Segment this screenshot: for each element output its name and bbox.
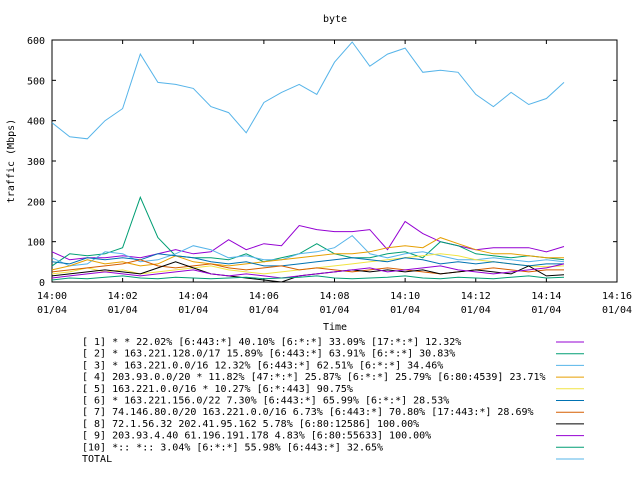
plot-frame (51, 39, 618, 283)
x-tick-time-label: 14:12 (461, 291, 491, 302)
x-tick-time-label: 14:10 (390, 291, 420, 302)
x-tick-date-label: 01/04 (461, 305, 491, 316)
legend-entry-label: [10] *:: *:: 3.04% [6:*:*] 55.98% [6:443… (82, 442, 383, 453)
series-line-11 (51, 41, 565, 140)
y-tick-label: 400 (27, 117, 45, 128)
legend-entry-label: [ 1] * * 22.02% [6:443:*] 40.10% [6:*:*]… (82, 337, 461, 348)
y-tick-label: 100 (27, 238, 45, 249)
series-line-4 (51, 237, 564, 271)
y-axis-label: traffic (Mbps) (6, 119, 17, 203)
legend-entry-label: TOTAL (82, 454, 112, 465)
x-tick-date-label: 01/04 (319, 305, 349, 316)
x-tick-date-label: 01/04 (249, 305, 279, 316)
x-tick-date-label: 01/04 (37, 305, 67, 316)
series-line-10 (51, 275, 565, 281)
series-line-9 (51, 263, 565, 279)
legend-entry-label: [ 7] 74.146.80.0/20 163.221.0.0/16 6.73%… (82, 407, 534, 418)
legend: [ 1] * * 22.02% [6:443:*] 40.10% [6:*:*]… (82, 337, 584, 465)
chart-title: byte (323, 14, 347, 25)
legend-entry-label: [ 8] 72.1.56.32 202.41.95.162 5.78% [6:8… (82, 419, 419, 430)
series-line-2 (51, 195, 565, 267)
x-tick-time-label: 14:14 (531, 291, 561, 302)
x-tick-date-label: 01/04 (602, 305, 632, 316)
x-tick-date-label: 01/04 (390, 305, 420, 316)
series-lines (51, 41, 565, 283)
x-tick-date-label: 01/04 (108, 305, 138, 316)
x-axis-ticks: 14:00 01/04 14:02 01/04 14:04 01/04 14:06 01/04… (37, 40, 632, 316)
series-line-6 (51, 253, 564, 267)
x-tick-time-label: 14:04 (178, 291, 208, 302)
x-tick-time-label: 14:16 (602, 291, 632, 302)
legend-entry-label: [ 2] * 163.221.128.0/17 15.89% [6:443:*]… (82, 349, 455, 360)
legend-entry-label: [ 9] 203.93.4.40 61.196.191.178 4.83% [6… (82, 431, 431, 442)
legend-entry-label: [ 4] 203.93.0.0/20 * 11.82% [47:*:*] 25.… (82, 372, 546, 383)
y-tick-label: 0 (39, 278, 45, 289)
series-line-1 (51, 220, 565, 261)
legend-entry-label: [ 5] 163.221.0.0/16 * 10.27% [6:*:443] 9… (82, 384, 353, 395)
x-tick-time-label: 14:02 (108, 291, 138, 302)
x-tick-time-label: 14:00 (37, 291, 67, 302)
x-tick-time-label: 14:06 (249, 291, 279, 302)
x-tick-date-label: 01/04 (531, 305, 561, 316)
y-tick-label: 200 (27, 197, 45, 208)
x-tick-date-label: 01/04 (178, 305, 208, 316)
legend-entry-label: [ 6] * 163.221.156.0/22 7.30% [6:443:*] … (82, 396, 449, 407)
y-tick-label: 600 (27, 36, 45, 47)
y-tick-label: 300 (27, 157, 45, 168)
x-tick-time-label: 14:08 (319, 291, 349, 302)
x-axis-label: Time (323, 322, 347, 333)
y-axis-ticks: 0 100 200 300 400 500 600 (27, 36, 617, 289)
series-line-7 (51, 259, 564, 275)
y-tick-label: 500 (27, 76, 45, 87)
legend-entry-label: [ 3] * 163.221.0.0/16 12.32% [6:443:*] 6… (82, 360, 443, 371)
